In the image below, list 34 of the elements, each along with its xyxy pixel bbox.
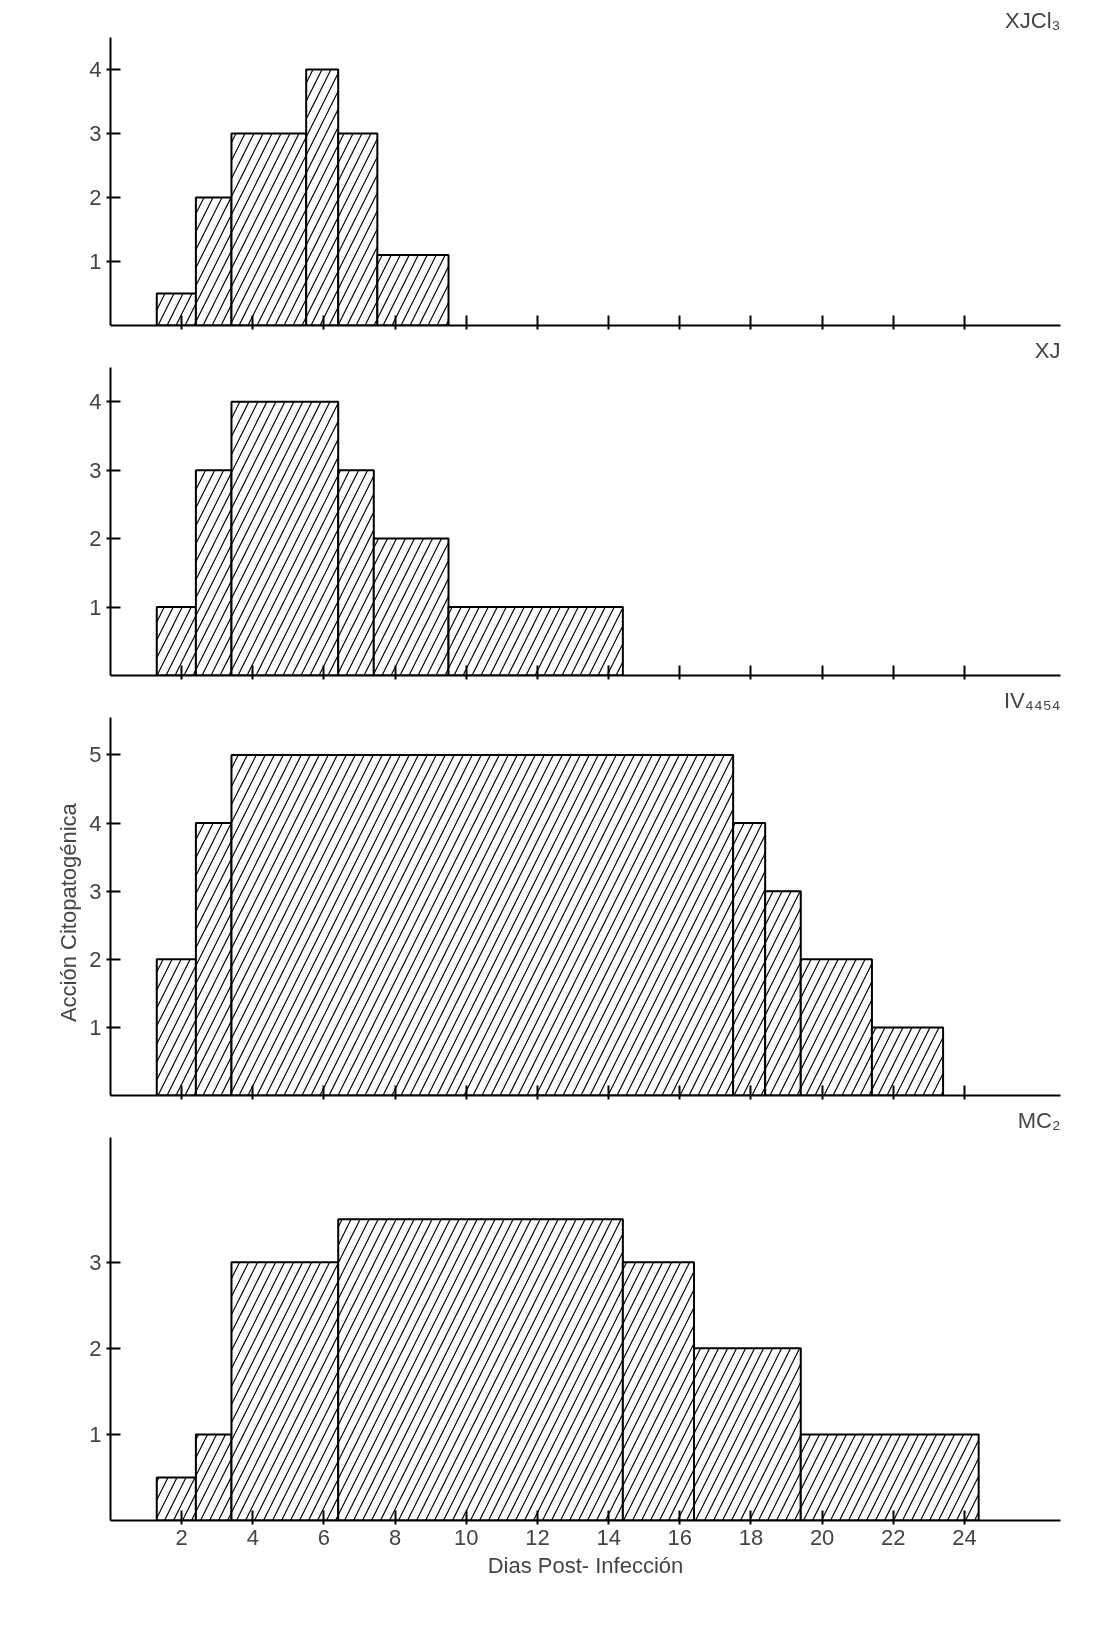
x-tick-label: 8 xyxy=(389,1524,402,1550)
chart-title: XJCl₃ xyxy=(1005,7,1061,33)
y-tick-label: 3 xyxy=(89,878,102,904)
y-tick-label: 1 xyxy=(89,594,102,620)
y-tick-label: 4 xyxy=(89,57,102,82)
x-tick-label: 6 xyxy=(317,1524,331,1550)
x-tick-label: 16 xyxy=(667,1524,693,1550)
y-axis-title: Acción Citopatogénica xyxy=(56,802,82,1023)
x-tick-label: 14 xyxy=(596,1524,621,1550)
x-axis-title: Dias Post- Infección xyxy=(487,1552,684,1578)
y-tick-label: 3 xyxy=(89,121,102,146)
chart-title: XJ xyxy=(1034,337,1061,363)
y-tick-label: 4 xyxy=(89,389,102,415)
x-tick-label: 24 xyxy=(952,1524,977,1550)
x-tick-label: 20 xyxy=(809,1524,835,1550)
x-tick-label: 10 xyxy=(454,1524,479,1550)
y-tick-label: 1 xyxy=(89,249,102,274)
x-tick-label: 4 xyxy=(246,1524,259,1550)
y-tick-label: 2 xyxy=(89,946,102,972)
chart-title: MC₂ xyxy=(1017,1107,1061,1133)
x-tick-label: 18 xyxy=(738,1524,764,1550)
x-tick-label: 22 xyxy=(881,1524,906,1550)
y-tick-label: 3 xyxy=(89,457,102,483)
x-tick-label: 2 xyxy=(175,1524,188,1550)
y-tick-label: 1 xyxy=(89,1014,102,1040)
y-tick-label: 2 xyxy=(89,185,102,210)
y-tick-label: 2 xyxy=(89,1335,102,1361)
y-tick-label: 4 xyxy=(89,810,102,836)
y-tick-label: 1 xyxy=(89,1421,102,1447)
y-tick-label: 3 xyxy=(89,1249,102,1275)
y-tick-label: 5 xyxy=(89,742,102,768)
x-tick-label: 12 xyxy=(525,1524,550,1550)
chart-title: IV₄₄₅₄ xyxy=(1003,687,1061,713)
y-tick-label: 2 xyxy=(89,526,102,552)
